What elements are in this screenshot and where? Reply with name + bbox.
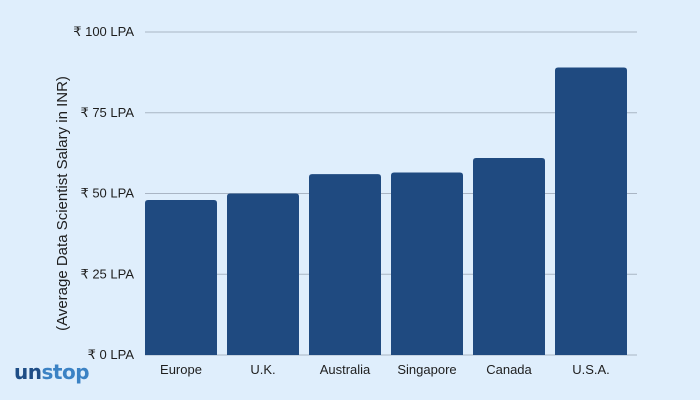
y-tick-label: ₹ 0 LPA [88, 347, 135, 362]
y-tick-label: ₹ 25 LPA [80, 266, 134, 281]
x-category-label: Europe [160, 362, 202, 377]
x-category-label: Singapore [397, 362, 456, 377]
bar-europe [145, 199, 217, 355]
bar-canada [473, 157, 545, 355]
x-category-label: Canada [486, 362, 532, 377]
y-tick-label: ₹ 100 LPA [73, 24, 134, 39]
bar-australia [309, 174, 381, 355]
y-tick-label: ₹ 50 LPA [80, 186, 134, 201]
bar-usa [555, 67, 627, 355]
unstop-logo: unstop [14, 360, 90, 384]
bar-uk [227, 193, 299, 355]
y-tick-label: ₹ 75 LPA [80, 105, 134, 120]
x-category-label: Australia [320, 362, 371, 377]
x-category-label: U.S.A. [572, 362, 610, 377]
x-category-label: U.K. [250, 362, 275, 377]
logo-part-light: stop [41, 360, 90, 384]
bar-singapore [391, 172, 463, 355]
y-axis-title: (Average Data Scientist Salary in INR) [54, 76, 71, 331]
logo-part-dark: un [14, 360, 42, 384]
